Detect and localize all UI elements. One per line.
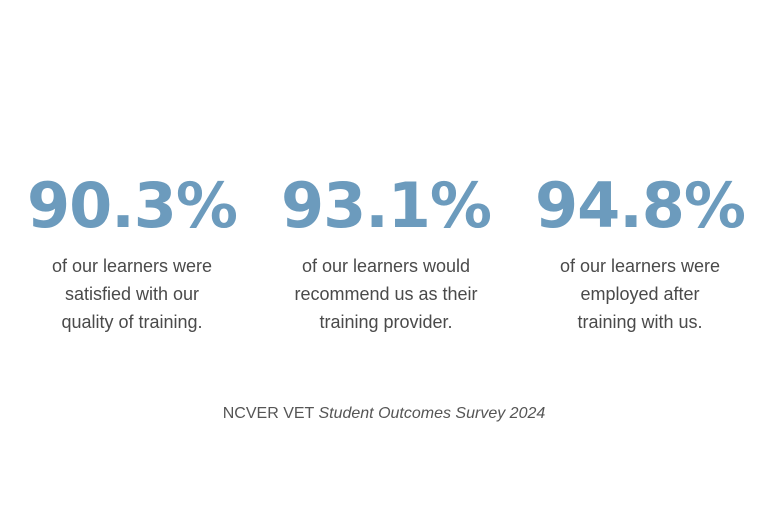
stat-description: of our learners were satisfied with our … — [12, 252, 252, 336]
source-prefix: NCVER VET — [222, 405, 315, 422]
stat-employment: 94.8% of our learners were employed afte… — [520, 170, 760, 336]
stat-description: of our learners were employed after trai… — [520, 252, 760, 336]
source-title: Student Outcomes Survey 2024 — [318, 405, 546, 422]
stat-description-line: employed after — [580, 284, 700, 304]
stat-description-line: of our learners were — [51, 256, 213, 276]
stat-description-line: recommend us as their — [294, 284, 478, 304]
stat-description-line: satisfied with our — [64, 284, 200, 304]
stat-description-line: quality of training. — [61, 312, 203, 332]
stat-description-line: of our learners would — [301, 256, 471, 276]
stat-value: 90.3% — [26, 169, 238, 242]
stat-description-line: training with us. — [577, 312, 703, 332]
source-citation: NCVER VET Student Outcomes Survey 2024 — [0, 405, 768, 423]
stat-recommendation: 93.1% of our learners would recommend us… — [266, 170, 506, 336]
stat-value: 93.1% — [280, 169, 492, 242]
stat-value: 94.8% — [534, 169, 746, 242]
stat-description: of our learners would recommend us as th… — [266, 252, 506, 336]
stat-satisfaction: 90.3% of our learners were satisfied wit… — [12, 170, 252, 336]
stat-description-line: training provider. — [319, 312, 453, 332]
stat-description-line: of our learners were — [559, 256, 721, 276]
statistics-row: 90.3% of our learners were satisfied wit… — [0, 170, 768, 340]
